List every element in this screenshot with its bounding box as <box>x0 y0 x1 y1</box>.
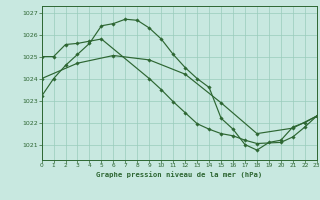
X-axis label: Graphe pression niveau de la mer (hPa): Graphe pression niveau de la mer (hPa) <box>96 171 262 178</box>
